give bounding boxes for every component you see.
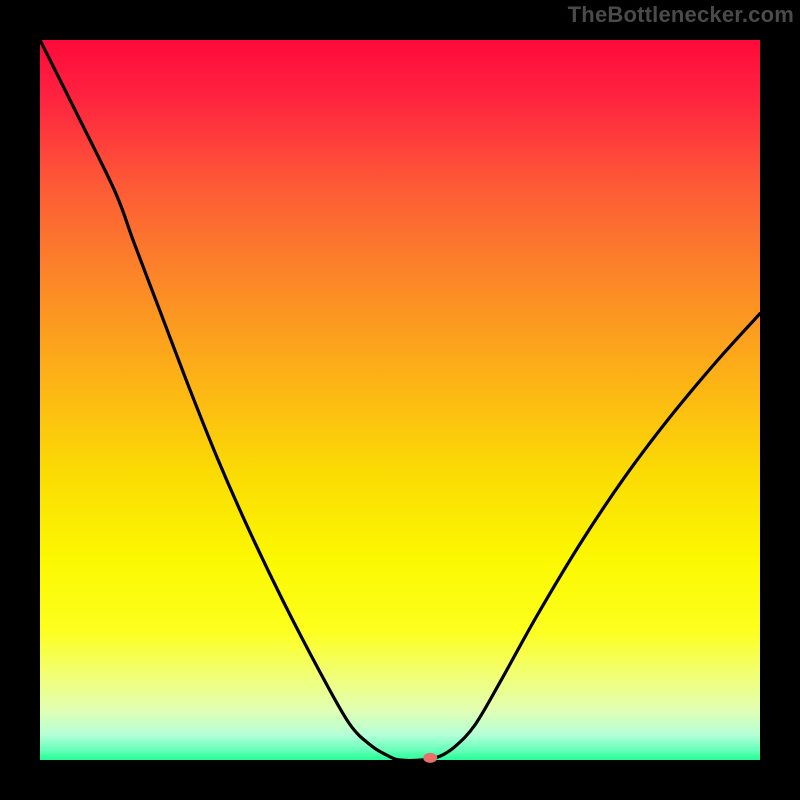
chart-background [40,40,760,760]
watermark-label: TheBottlenecker.com [568,2,794,28]
bottleneck-marker [423,753,437,763]
chart-frame: TheBottlenecker.com [0,0,800,800]
chart-svg [0,0,800,800]
